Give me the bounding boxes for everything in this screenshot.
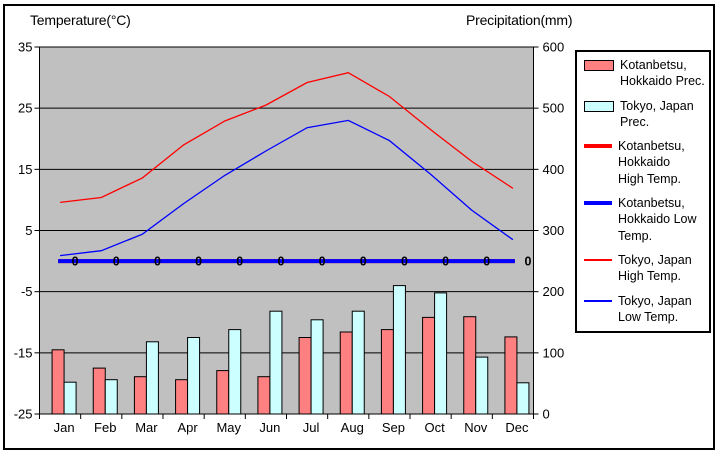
bar	[422, 316, 436, 415]
bar	[133, 376, 147, 415]
svg-text:500: 500	[543, 101, 565, 116]
svg-text:Oct: Oct	[424, 420, 445, 435]
tokyo-low-line-icon	[584, 299, 612, 302]
temp-line	[60, 72, 514, 204]
svg-text:5: 5	[25, 223, 32, 238]
svg-text:-25: -25	[14, 407, 33, 422]
bar	[63, 381, 77, 415]
svg-text:0: 0	[524, 255, 531, 269]
svg-text:Jul: Jul	[303, 420, 320, 435]
svg-text:35: 35	[18, 40, 32, 55]
bar	[145, 341, 159, 415]
svg-text:Jan: Jan	[54, 420, 75, 435]
svg-text:0: 0	[277, 255, 284, 269]
tokyo-high-line-icon	[584, 258, 612, 261]
svg-text:0: 0	[401, 255, 408, 269]
bar	[92, 367, 106, 415]
svg-text:Dec: Dec	[505, 420, 529, 435]
svg-text:Mar: Mar	[135, 420, 158, 435]
bar	[104, 379, 118, 415]
bar	[504, 336, 518, 415]
bar	[257, 376, 271, 415]
bar	[228, 329, 242, 415]
bar	[51, 349, 65, 415]
kotanbetsu-low-line-icon	[584, 201, 612, 206]
svg-text:Sep: Sep	[382, 420, 405, 435]
bar	[310, 319, 324, 415]
svg-text:400: 400	[543, 162, 565, 177]
svg-text:15: 15	[18, 162, 32, 177]
bar	[434, 292, 448, 415]
svg-text:Feb: Feb	[94, 420, 116, 435]
bar	[351, 310, 365, 415]
legend-item-kotanbetsu-low-temp: Kotanbetsu, Hokkaido Low Temp.	[584, 195, 709, 244]
svg-text:0: 0	[72, 255, 79, 269]
svg-text:-5: -5	[21, 284, 33, 299]
legend-item-tokyo-low-temp: Tokyo, Japan Low Temp.	[584, 293, 709, 326]
svg-text:0: 0	[483, 255, 490, 269]
temp-line	[60, 119, 514, 257]
legend-label: Tokyo, Japan Prec.	[620, 98, 694, 129]
legend-box: Kotanbetsu, Hokkaido Prec. Tokyo, Japan …	[575, 50, 711, 333]
right-axis-title: Precipitation(mm)	[466, 12, 573, 28]
svg-text:-15: -15	[14, 345, 33, 360]
svg-text:Nov: Nov	[464, 420, 488, 435]
svg-text:0: 0	[319, 255, 326, 269]
bar	[392, 285, 406, 415]
svg-text:Jun: Jun	[259, 420, 280, 435]
svg-text:0: 0	[543, 407, 550, 422]
svg-text:0: 0	[195, 255, 202, 269]
legend-item-kotanbetsu-high-temp: Kotanbetsu, Hokkaido High Temp.	[584, 138, 709, 187]
legend-item-kotanbetsu-prec: Kotanbetsu, Hokkaido Prec.	[584, 57, 709, 90]
bar	[339, 331, 353, 415]
legend-label: Kotanbetsu, Hokkaido Low Temp.	[618, 196, 697, 243]
legend-item-tokyo-prec: Tokyo, Japan Prec.	[584, 98, 709, 131]
bar	[269, 310, 283, 415]
bar	[516, 382, 530, 415]
bar	[175, 379, 189, 415]
kotanbetsu-high-line-icon	[584, 144, 612, 149]
svg-text:0: 0	[113, 255, 120, 269]
svg-text:Apr: Apr	[177, 420, 198, 435]
svg-text:0: 0	[442, 255, 449, 269]
legend-label: Tokyo, Japan High Temp.	[618, 252, 692, 284]
svg-text:100: 100	[543, 345, 565, 360]
bar	[187, 337, 201, 415]
svg-text:0: 0	[360, 255, 367, 269]
tokyo-prec-swatch-icon	[584, 100, 614, 112]
svg-text:25: 25	[18, 101, 32, 116]
bar	[380, 329, 394, 415]
outer-frame	[3, 4, 715, 450]
legend-label: Tokyo, Japan Low Temp.	[618, 293, 692, 324]
left-axis-title: Temperature(°C)	[30, 12, 131, 28]
legend-label: Kotanbetsu, Hokkaido Prec.	[620, 58, 705, 89]
bar	[463, 316, 477, 415]
bar	[216, 370, 230, 415]
svg-text:0: 0	[236, 255, 243, 269]
svg-text:May: May	[216, 420, 241, 435]
svg-text:200: 200	[543, 284, 565, 299]
svg-text:Aug: Aug	[341, 420, 364, 435]
legend-label: Kotanbetsu, Hokkaido High Temp.	[618, 139, 685, 186]
kotanbetsu-prec-swatch-icon	[584, 60, 614, 71]
bar	[298, 337, 312, 415]
legend-item-tokyo-high-temp: Tokyo, Japan High Temp.	[584, 252, 709, 285]
svg-text:600: 600	[543, 40, 565, 55]
svg-text:0: 0	[154, 255, 161, 269]
svg-text:300: 300	[543, 223, 565, 238]
bar	[475, 356, 489, 415]
